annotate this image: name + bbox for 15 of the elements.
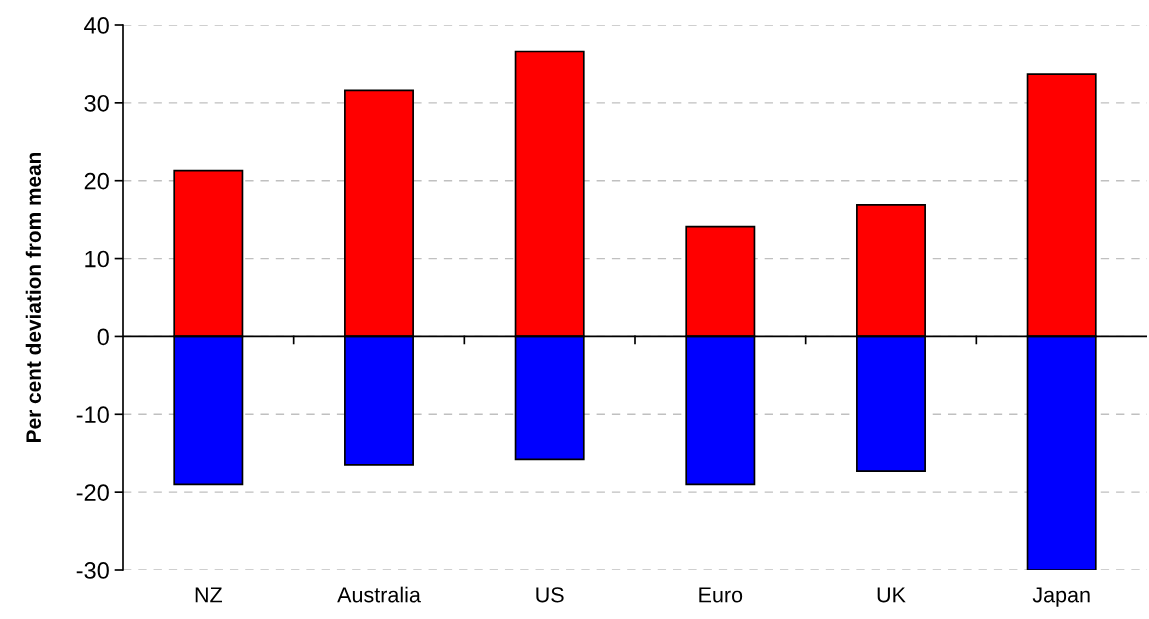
x-tick-label: Australia (337, 586, 421, 603)
x-tick-label: NZ (195, 587, 223, 603)
y-tick-label: 40 (84, 17, 109, 34)
x-tick-label: UK (877, 587, 906, 603)
x-tick-label: US (536, 587, 564, 603)
y-tick-label: -20 (76, 484, 109, 501)
y-tick-label: -30 (76, 562, 109, 579)
x-tick-label: Euro (699, 587, 743, 603)
x-tick-label: Japan (1032, 587, 1090, 607)
y-axis-title: Per cent deviation from mean (25, 152, 42, 442)
y-tick-label: 10 (85, 250, 109, 268)
y-tick-label: 30 (84, 94, 109, 112)
y-tick-label: 0 (97, 328, 109, 346)
y-tick-label: -10 (76, 406, 109, 424)
y-tick-label: 20 (84, 172, 109, 190)
